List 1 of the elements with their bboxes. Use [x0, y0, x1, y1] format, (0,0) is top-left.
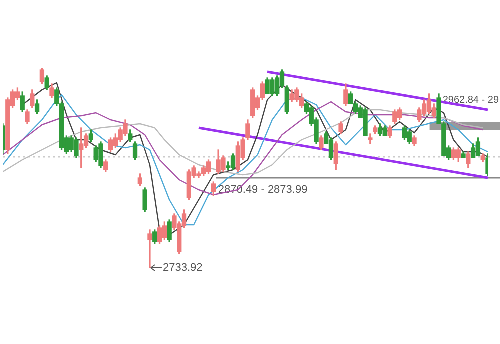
- annotation: 2733.92: [162, 262, 203, 274]
